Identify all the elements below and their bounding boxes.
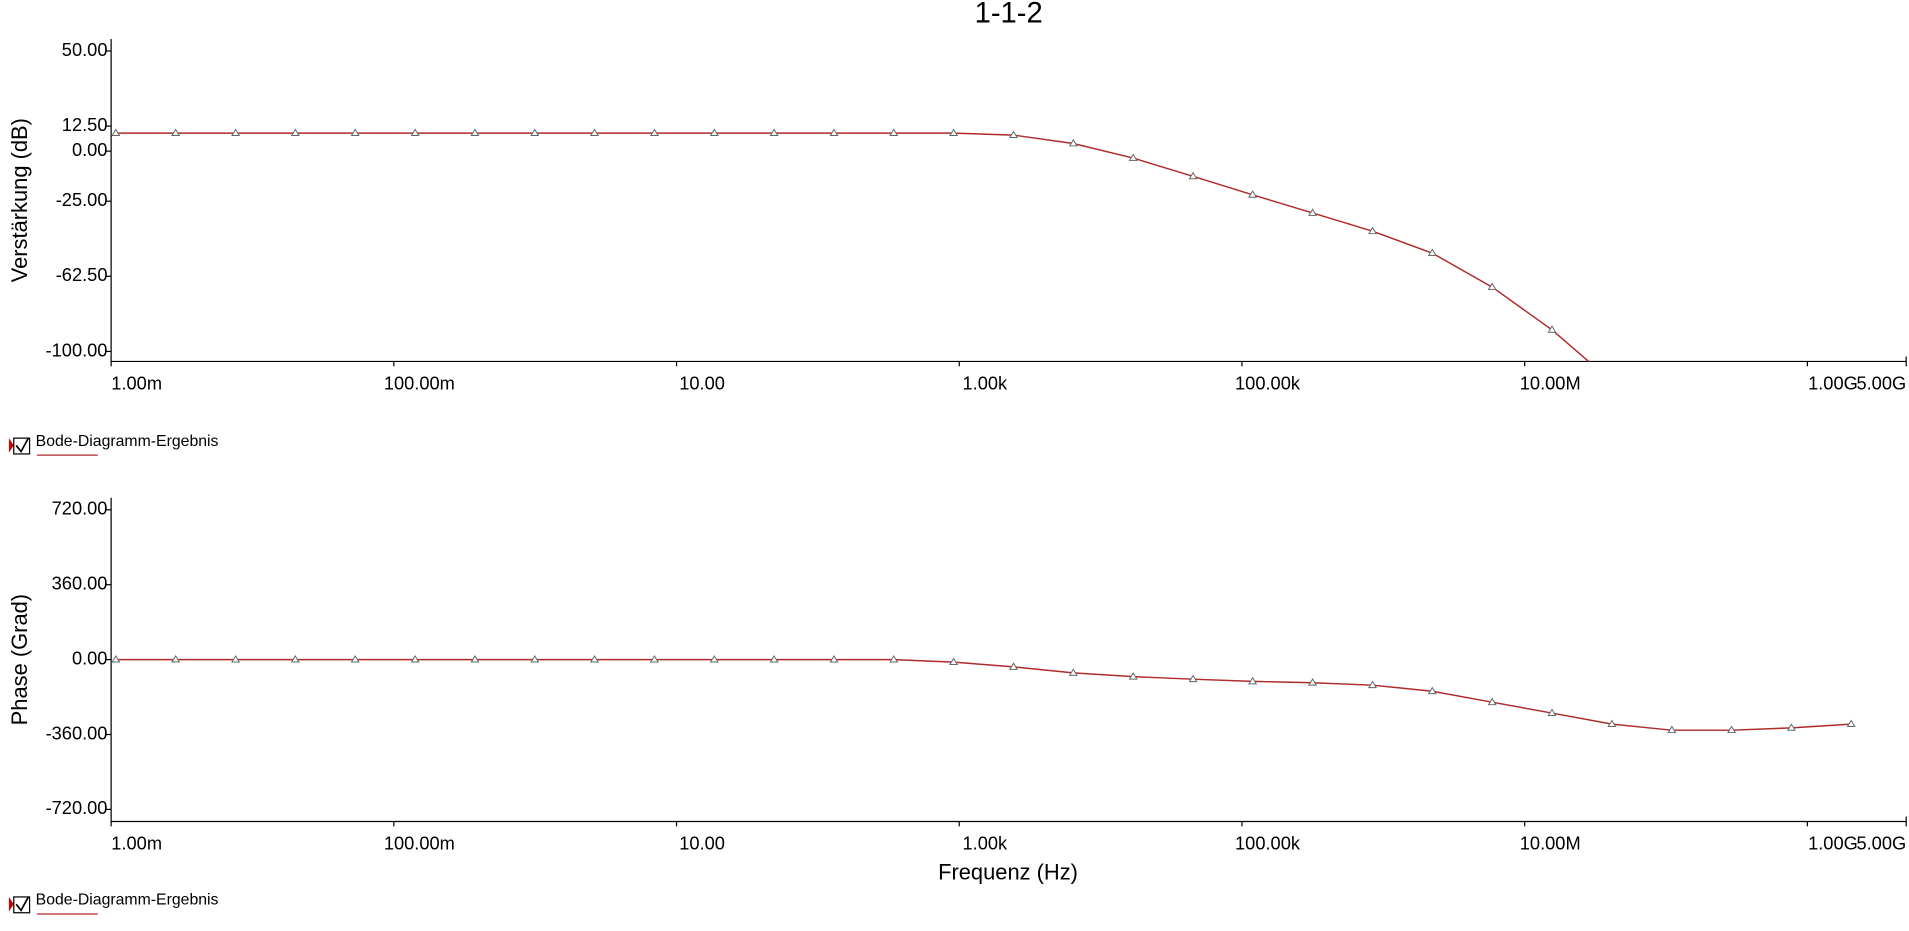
point-marker xyxy=(889,128,899,137)
point-marker xyxy=(410,128,420,137)
point-marker xyxy=(889,655,899,663)
y-tick-label: 720.00 xyxy=(52,498,108,519)
series xyxy=(111,128,1615,384)
series-line xyxy=(115,658,1852,731)
y-tick-label: -25.00 xyxy=(56,189,108,210)
point-marker xyxy=(1008,662,1019,670)
legend-label: Bode-Diagramm-Ergebnis xyxy=(36,892,219,909)
point-marker xyxy=(171,655,181,663)
y-tick-label: -100.00 xyxy=(46,339,108,360)
legend-label: Bode-Diagramm-Ergebnis xyxy=(36,433,219,450)
legend-check xyxy=(15,896,30,912)
point-marker xyxy=(590,128,600,137)
x-tick-label: 10.00M xyxy=(1520,832,1581,853)
x-tick-label: 10.00 xyxy=(679,832,725,853)
point-marker xyxy=(649,655,659,663)
point-marker xyxy=(1427,686,1437,695)
point-marker xyxy=(1786,723,1796,731)
point-marker xyxy=(1188,171,1198,180)
y-tick-label: 0.00 xyxy=(72,139,108,160)
point-marker xyxy=(290,128,300,137)
point-marker xyxy=(410,655,420,663)
point-marker xyxy=(530,128,540,137)
legend-arrow xyxy=(8,438,14,453)
x-tick-label: 100.00m xyxy=(384,832,455,853)
point-marker xyxy=(231,128,241,137)
point-marker xyxy=(829,128,839,137)
point-marker xyxy=(530,655,540,663)
y-tick-label: 0.00 xyxy=(72,647,108,668)
point-marker xyxy=(1608,378,1615,384)
point-marker xyxy=(1248,676,1258,685)
point-marker xyxy=(231,655,241,663)
point-marker xyxy=(1547,708,1557,716)
x-tick-label: 100.00k xyxy=(1235,832,1301,853)
series xyxy=(111,655,1856,734)
point-marker xyxy=(1068,668,1078,676)
point-marker xyxy=(1487,282,1497,291)
x-tick-label: 1.00m xyxy=(111,372,162,393)
x-tick-label: 1.00k xyxy=(962,372,1008,393)
y-tick-label: 12.50 xyxy=(62,114,108,135)
point-marker xyxy=(1427,248,1437,256)
x-axis-label: Frequenz (Hz) xyxy=(938,860,1078,885)
point-marker xyxy=(1008,130,1019,139)
point-marker xyxy=(709,655,719,663)
x-tick-label: 100.00k xyxy=(1235,372,1301,393)
point-marker xyxy=(709,128,719,137)
y-axis-label: Verstärkung (dB) xyxy=(7,118,32,282)
point-marker xyxy=(590,655,600,663)
point-marker xyxy=(350,655,360,663)
point-marker xyxy=(350,128,360,137)
point-marker xyxy=(829,655,839,663)
point-marker xyxy=(1128,153,1138,162)
point-marker xyxy=(1128,672,1138,680)
legend-check xyxy=(15,437,30,454)
y-tick-label: 360.00 xyxy=(52,573,108,594)
point-marker xyxy=(1667,725,1677,734)
x-tick-label: 5.00G xyxy=(1856,372,1906,393)
y-tick-label: -62.50 xyxy=(56,264,108,285)
point-marker xyxy=(171,128,181,137)
x-tick-label: 100.00m xyxy=(384,372,455,393)
point-marker xyxy=(1607,719,1617,728)
x-tick-label: 1.00k xyxy=(962,832,1008,853)
point-marker xyxy=(1308,678,1318,686)
point-marker xyxy=(769,655,779,663)
point-marker xyxy=(949,128,959,137)
x-tick-label: 10.00 xyxy=(679,372,725,393)
y-tick-label: -360.00 xyxy=(46,722,108,743)
point-marker xyxy=(1846,719,1856,728)
x-tick-label: 1.00G xyxy=(1808,832,1858,853)
point-marker xyxy=(1727,725,1737,734)
y-axis-label: Phase (Grad) xyxy=(7,594,32,725)
point-marker xyxy=(470,655,480,663)
point-marker xyxy=(1368,226,1378,235)
point-marker xyxy=(1308,208,1318,216)
point-marker xyxy=(1068,138,1078,147)
point-marker xyxy=(1487,697,1497,706)
x-tick-label: 5.00G xyxy=(1856,832,1906,853)
point-marker xyxy=(1547,325,1557,333)
chart-title: 1-1-2 xyxy=(975,0,1043,29)
point-marker xyxy=(769,128,779,137)
point-marker xyxy=(470,128,480,137)
x-tick-label: 1.00G xyxy=(1808,372,1858,393)
y-tick-label: 50.00 xyxy=(62,39,108,60)
series-line xyxy=(115,132,1590,362)
y-tick-label: -720.00 xyxy=(46,797,108,818)
point-marker xyxy=(949,657,959,666)
point-marker xyxy=(1188,674,1198,683)
point-marker xyxy=(111,655,121,663)
point-marker xyxy=(1368,680,1378,689)
x-tick-label: 1.00m xyxy=(111,832,162,853)
point-marker xyxy=(1248,190,1258,198)
x-tick-label: 10.00M xyxy=(1520,372,1581,393)
point-marker xyxy=(111,128,121,137)
legend-arrow xyxy=(8,896,14,912)
point-marker xyxy=(649,128,659,137)
point-marker xyxy=(290,655,300,663)
